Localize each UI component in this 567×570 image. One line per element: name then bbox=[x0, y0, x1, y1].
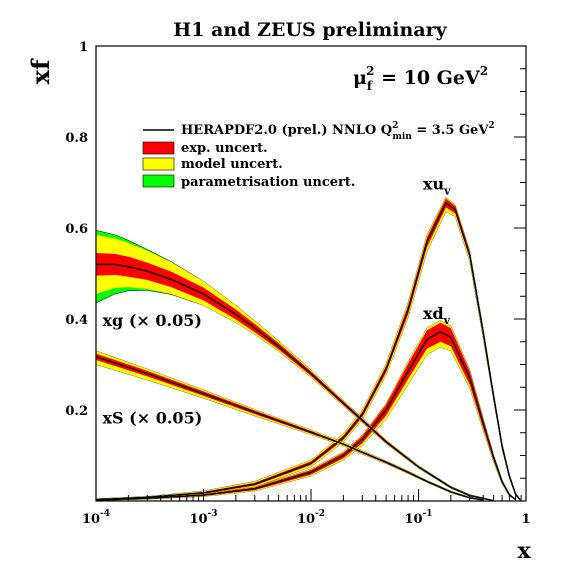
curve-label-1: xdv bbox=[423, 304, 451, 327]
legend-swatch-model bbox=[142, 157, 175, 171]
chart-title: H1 and ZEUS preliminary bbox=[173, 19, 447, 41]
legend: HERAPDF2.0 (prel.) NNLO Q2 min = 3.5 GeV2… bbox=[142, 121, 495, 190]
legend-entry-param: parametrisation uncert. bbox=[181, 175, 355, 190]
legend-entry-exp: exp. uncert. bbox=[181, 141, 268, 156]
legend-swatch-exp bbox=[142, 141, 175, 155]
scale-annotation: μf2 = 10 GeV2 bbox=[353, 64, 488, 93]
curve-label-2: xg (× 0.05) bbox=[103, 311, 202, 330]
band-exp-series-2 bbox=[96, 253, 494, 501]
central-curve-series-0 bbox=[96, 201, 521, 501]
y-tick-label: 0.6 bbox=[65, 222, 88, 237]
legend-swatch-param bbox=[142, 174, 175, 188]
curve-labels: xuv xdv xg (× 0.05) xS (× 0.05) bbox=[103, 174, 452, 427]
band-model-series-2 bbox=[96, 234, 494, 501]
legend-entry-model: model uncert. bbox=[181, 157, 283, 172]
curve-label-0: xuv bbox=[423, 174, 451, 197]
x-tick-label: 10-4 bbox=[82, 509, 110, 527]
y-tick-label: 0.8 bbox=[65, 131, 88, 146]
curve-label-3: xS (× 0.05) bbox=[103, 409, 203, 428]
x-tick-label: 1 bbox=[521, 512, 530, 527]
central-curves bbox=[96, 201, 521, 501]
x-tick-label: 10-1 bbox=[404, 509, 432, 527]
central-curve-series-1 bbox=[96, 330, 517, 501]
y-tick-label: 1 bbox=[79, 40, 88, 55]
x-tick-label: 10-3 bbox=[189, 509, 217, 527]
axis-ticks bbox=[95, 45, 526, 501]
legend-entry-central: HERAPDF2.0 (prel.) NNLO Q2 min = 3.5 GeV2 bbox=[181, 121, 495, 142]
axis-tick-labels: 0.2 0.4 0.6 0.8 1 10-4 10-3 10-2 10-1 1 bbox=[65, 40, 530, 527]
x-axis-label: x bbox=[517, 538, 531, 564]
y-tick-label: 0.4 bbox=[65, 313, 88, 328]
y-axis-label: xf bbox=[26, 58, 55, 84]
y-tick-label: 0.2 bbox=[65, 404, 88, 419]
central-curve-series-3 bbox=[96, 356, 484, 501]
x-tick-label: 10-2 bbox=[297, 509, 325, 527]
central-curve-series-2 bbox=[96, 263, 494, 501]
